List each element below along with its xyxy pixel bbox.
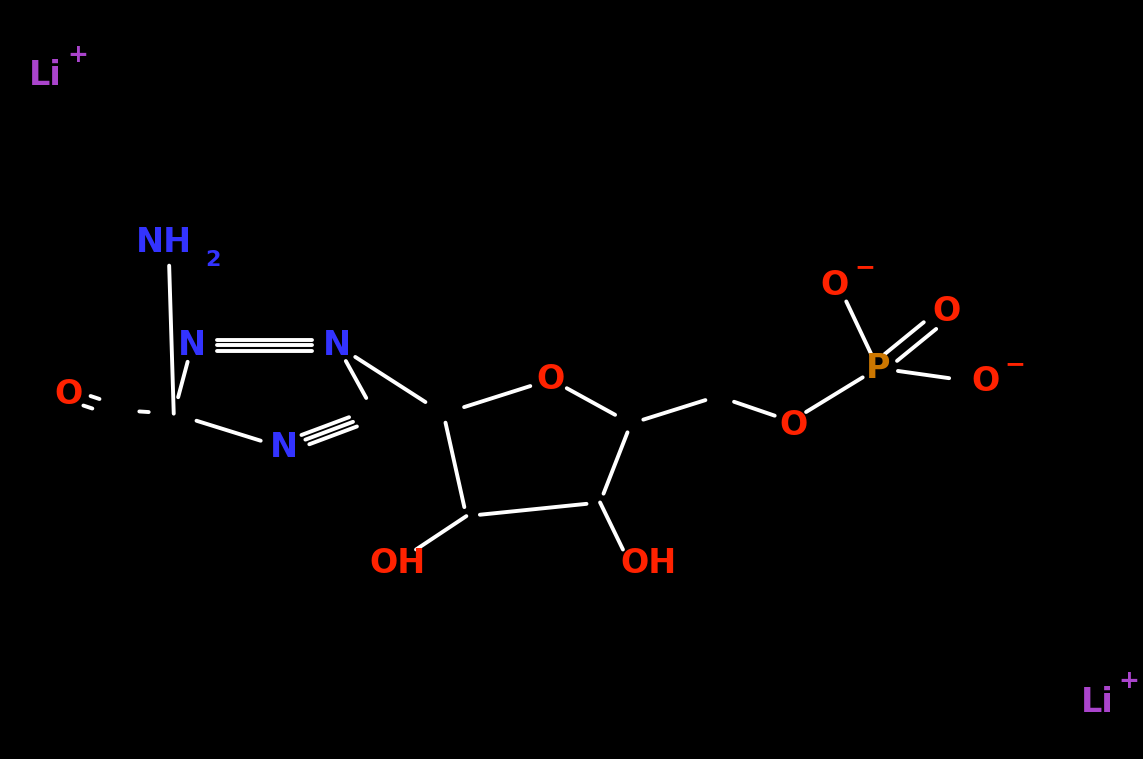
Text: Li: Li <box>1081 685 1113 719</box>
Text: NH: NH <box>135 226 192 260</box>
Text: O: O <box>55 378 82 411</box>
Text: N: N <box>323 329 351 362</box>
Text: O: O <box>972 364 999 398</box>
Text: 2: 2 <box>205 250 221 269</box>
Text: OH: OH <box>620 546 677 580</box>
Text: Li: Li <box>30 59 62 93</box>
Text: O: O <box>821 269 848 302</box>
Text: +: + <box>67 43 88 67</box>
Text: −: − <box>1005 352 1025 376</box>
Text: N: N <box>178 329 206 362</box>
Text: OH: OH <box>369 546 426 580</box>
Text: O: O <box>537 363 565 396</box>
Text: −: − <box>855 255 876 279</box>
Text: O: O <box>933 295 960 329</box>
Text: +: + <box>1119 669 1140 693</box>
Text: O: O <box>780 408 807 442</box>
Text: P: P <box>865 351 890 385</box>
Text: N: N <box>270 431 297 465</box>
